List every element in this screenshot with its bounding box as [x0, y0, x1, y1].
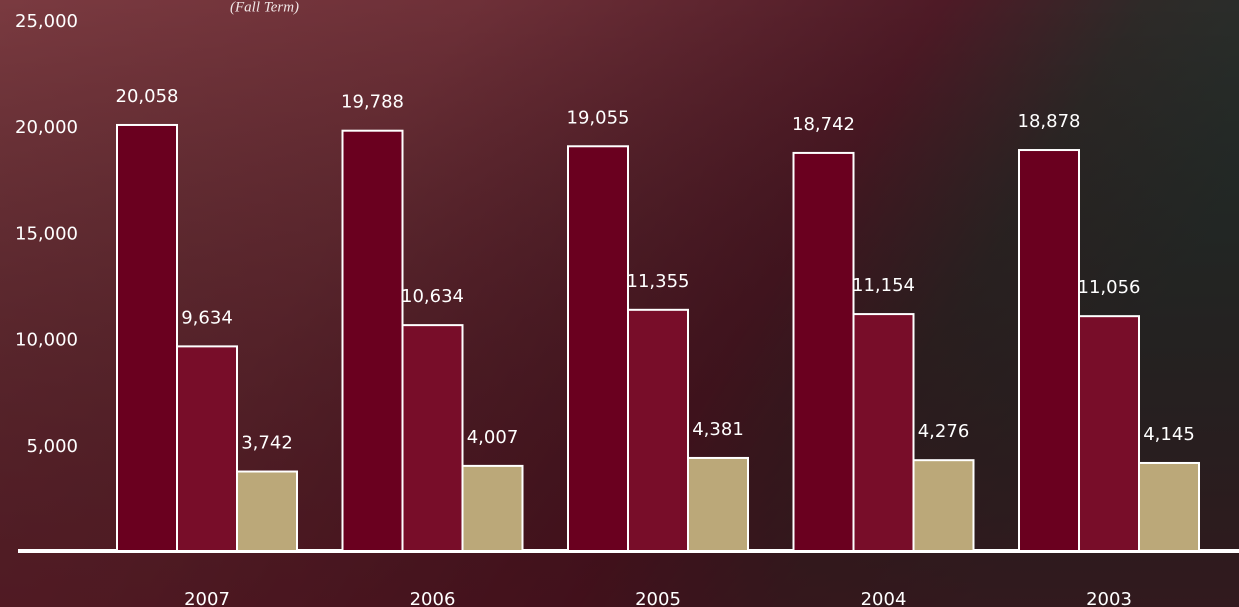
bar [1079, 316, 1139, 551]
page: (Fall Term) 5,000 10,000 15,000 20,000 25,00… [0, 0, 1239, 607]
bar [117, 125, 177, 551]
x-tick-label: 2007 [184, 589, 230, 607]
value-label: 10,634 [401, 286, 464, 307]
y-tick-label: 15,000 [15, 223, 78, 244]
bar [688, 458, 748, 551]
value-label: 19,788 [341, 92, 404, 113]
x-tick-label: 2004 [861, 589, 907, 607]
x-tick-label: 2003 [1086, 589, 1132, 607]
bar [914, 460, 974, 551]
bar [1019, 150, 1079, 551]
bar [854, 314, 914, 551]
value-label: 3,742 [241, 433, 293, 454]
value-label: 4,276 [918, 421, 970, 442]
value-label: 11,154 [852, 275, 915, 296]
bar [794, 153, 854, 551]
chart-subtitle: (Fall Term) [230, 0, 299, 15]
bar [343, 131, 403, 551]
value-label: 19,055 [567, 107, 630, 128]
chart: (Fall Term) 5,000 10,000 15,000 20,000 25,00… [0, 0, 1239, 607]
value-label: 18,878 [1018, 111, 1081, 132]
bar [463, 466, 523, 551]
value-label: 11,056 [1078, 277, 1141, 298]
bar [237, 472, 297, 551]
y-tick-label: 5,000 [26, 436, 78, 457]
value-label: 9,634 [181, 307, 233, 328]
value-label: 4,145 [1143, 424, 1195, 445]
x-tick-label: 2006 [410, 589, 456, 607]
value-label: 18,742 [792, 114, 855, 135]
y-tick-label: 25,000 [15, 11, 78, 32]
value-label: 11,355 [627, 271, 690, 292]
bar [628, 310, 688, 551]
y-tick-label: 10,000 [15, 330, 78, 351]
value-label: 4,007 [467, 427, 519, 448]
bar [403, 325, 463, 551]
y-tick-label: 20,000 [15, 117, 78, 138]
value-label: 20,058 [116, 86, 179, 107]
bar [177, 346, 237, 551]
value-label: 4,381 [692, 419, 744, 440]
x-tick-label: 2005 [635, 589, 681, 607]
bar [1139, 463, 1199, 551]
bar [568, 146, 628, 551]
